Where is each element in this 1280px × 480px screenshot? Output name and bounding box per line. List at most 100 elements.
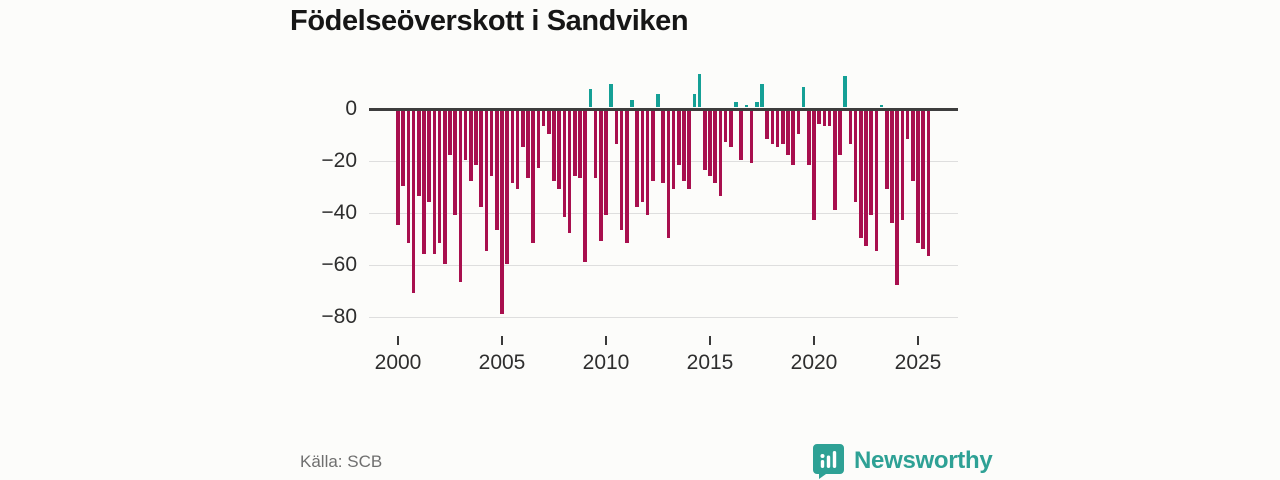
- bar-2001Q4: [432, 110, 437, 254]
- bar-2016Q3: [739, 110, 744, 160]
- bar-2018Q4: [786, 110, 790, 155]
- y-tick-label: −80: [321, 305, 357, 329]
- bar-2007Q4: [557, 110, 562, 189]
- bar-2010Q4: [619, 110, 624, 231]
- bar-2019Q2: [796, 110, 801, 134]
- bar-2006Q1: [520, 110, 525, 147]
- bar-2002Q4: [453, 110, 458, 215]
- x-axis-tick: [397, 336, 399, 345]
- bar-2018Q2: [775, 110, 780, 147]
- bar-2005Q1: [500, 110, 504, 314]
- x-axis-tick-label: 2000: [374, 351, 422, 374]
- bar-2020Q1: [812, 110, 816, 220]
- y-tick-label: 0: [345, 97, 357, 120]
- newsworthy-chart-icon: [812, 443, 845, 479]
- bar-2013Q1: [666, 110, 671, 239]
- x-axis-tick-label: 2025: [894, 351, 942, 374]
- bar-2014Q3: [697, 73, 702, 108]
- bar-2003Q1: [458, 110, 463, 283]
- bar-2017Q1: [749, 110, 754, 163]
- bar-2001Q1: [416, 110, 421, 197]
- bar-2000Q3: [406, 110, 411, 244]
- bar-2021Q1: [832, 110, 837, 210]
- bar-2012Q3: [656, 94, 660, 108]
- bar-2021Q2: [838, 110, 842, 155]
- x-axis-tick: [605, 336, 607, 345]
- bar-2009Q4: [598, 110, 603, 241]
- bar-2020Q4: [827, 110, 832, 127]
- bar-2023Q3: [884, 110, 889, 189]
- bar-2013Q2: [671, 110, 676, 189]
- source-note: Källa: SCB: [300, 452, 383, 471]
- bar-2008Q4: [578, 110, 582, 179]
- bar-2004Q4: [494, 110, 499, 231]
- bar-2016Q4: [744, 104, 749, 108]
- bar-2001Q2: [422, 110, 426, 254]
- x-axis-tick-label: 2005: [478, 351, 526, 374]
- bar-2018Q1: [770, 110, 775, 145]
- x-axis-zero-line: [369, 107, 958, 111]
- bar-2020Q2: [817, 110, 822, 124]
- bar-2011Q1: [624, 110, 629, 244]
- bar-2006Q3: [531, 110, 536, 244]
- bar-2015Q1: [708, 110, 712, 176]
- y-tick-label: −60: [321, 253, 357, 277]
- bar-2021Q3: [843, 76, 848, 108]
- x-axis-tick-label: 2010: [582, 351, 630, 374]
- bar-2007Q2: [546, 110, 551, 134]
- bar-2016Q1: [728, 110, 733, 147]
- x-axis-tick: [917, 336, 919, 345]
- bar-2010Q1: [604, 110, 608, 215]
- bar-2004Q2: [484, 110, 489, 252]
- bar-2025Q3: [926, 110, 931, 257]
- x-axis-tick-label: 2020: [790, 351, 838, 374]
- bar-2009Q1: [583, 110, 588, 262]
- bar-2001Q3: [427, 110, 432, 202]
- bar-2002Q3: [448, 110, 452, 155]
- bar-2019Q1: [791, 110, 796, 166]
- bar-2006Q4: [536, 110, 541, 168]
- bar-2005Q3: [510, 110, 515, 184]
- bar-2002Q2: [442, 110, 447, 265]
- x-axis-tick-label: 2015: [686, 351, 734, 374]
- bar-2009Q3: [593, 110, 598, 179]
- bar-2025Q1: [916, 110, 920, 244]
- bar-2020Q3: [822, 110, 827, 127]
- x-axis-tick: [709, 336, 711, 345]
- bar-2013Q4: [682, 110, 686, 181]
- bar-2010Q2: [609, 84, 614, 108]
- bar-2004Q3: [489, 110, 494, 176]
- bar-2000Q4: [411, 110, 416, 293]
- bar-2011Q4: [640, 110, 645, 202]
- bar-2003Q2: [463, 110, 468, 160]
- bar-2017Q2: [754, 102, 759, 108]
- gridline: [369, 264, 958, 266]
- y-tick-label: −20: [321, 149, 357, 173]
- bar-2025Q2: [921, 110, 926, 249]
- bar-2008Q2: [567, 110, 572, 233]
- bar-2011Q3: [635, 110, 640, 207]
- bar-2012Q2: [650, 110, 655, 181]
- gridline: [369, 316, 958, 318]
- x-axis-tick: [813, 336, 815, 345]
- bar-2006Q2: [526, 110, 530, 179]
- bar-2014Q4: [702, 110, 707, 171]
- bar-2005Q4: [515, 110, 520, 189]
- y-tick-label: −40: [321, 201, 357, 225]
- bar-2024Q2: [900, 110, 905, 220]
- bar-2023Q2: [879, 104, 884, 108]
- bar-2003Q4: [474, 110, 478, 166]
- bar-2009Q2: [588, 89, 593, 108]
- bar-2005Q2: [505, 110, 510, 265]
- bar-2000Q1: [396, 110, 400, 226]
- bar-2007Q3: [552, 110, 556, 181]
- bar-2010Q3: [614, 110, 619, 145]
- bar-2016Q2: [734, 102, 738, 108]
- bar-2018Q3: [780, 110, 785, 145]
- bar-2017Q3: [760, 84, 764, 108]
- bar-2017Q4: [765, 110, 770, 140]
- bar-2024Q3: [905, 110, 910, 140]
- bar-2014Q1: [687, 110, 692, 189]
- bar-2008Q3: [572, 110, 577, 176]
